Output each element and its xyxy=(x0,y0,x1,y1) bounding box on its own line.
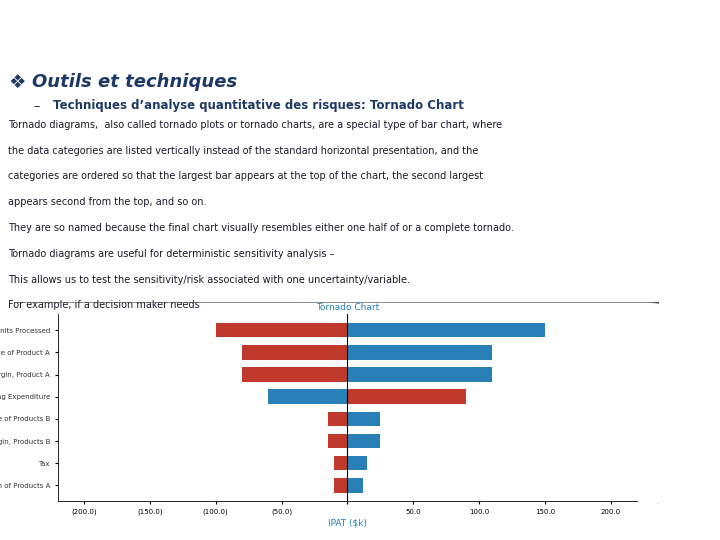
Text: This allows us to test the sensitivity/risk associated with one uncertainty/vari: This allows us to test the sensitivity/r… xyxy=(8,274,410,285)
Bar xyxy=(348,323,545,338)
Text: PLANNING: PLANNING xyxy=(690,185,696,226)
Bar xyxy=(216,323,348,338)
Text: Techniques d’analyse quantitative des risques: Tornado Chart: Techniques d’analyse quantitative des ri… xyxy=(53,98,464,112)
Bar xyxy=(348,389,466,404)
Bar xyxy=(269,389,348,404)
Text: FORMATIONPMI® / PMP®     PMBOK ® 5th edition  2013: FORMATIONPMI® / PMP® PMBOK ® 5th edition… xyxy=(14,519,249,528)
Text: CLOSING: CLOSING xyxy=(690,494,696,529)
Bar xyxy=(328,434,348,448)
Text: appears second from the top, and so on.: appears second from the top, and so on. xyxy=(8,197,207,207)
Text: Tornado diagrams are useful for deterministic sensitivity analysis –: Tornado diagrams are useful for determin… xyxy=(8,249,335,259)
Bar xyxy=(348,411,380,426)
Bar xyxy=(328,411,348,426)
Bar xyxy=(348,478,363,492)
Title: Tornado Chart: Tornado Chart xyxy=(316,303,379,312)
Text: MONITORING & CONTROLLING: MONITORING & CONTROLLING xyxy=(690,347,696,465)
Text: They are so named because the final chart visually resembles either one half of : They are so named because the final char… xyxy=(8,223,514,233)
Text: –: – xyxy=(33,100,40,113)
Text: Tornado diagrams,  also called tornado plots or tornado charts, are a special ty: Tornado diagrams, also called tornado pl… xyxy=(8,120,502,130)
Bar xyxy=(334,478,348,492)
Bar xyxy=(334,456,348,470)
Text: 11.4  Mettre en œuvre l’analyse quantitative des risques: 11.4 Mettre en œuvre l’analyse quantitat… xyxy=(50,22,627,40)
Bar xyxy=(348,345,492,360)
Text: EXECUTING: EXECUTING xyxy=(690,269,696,314)
Bar xyxy=(348,434,380,448)
Bar xyxy=(242,367,348,382)
Text: ❖: ❖ xyxy=(8,73,25,92)
Bar xyxy=(348,367,492,382)
Text: © EGILIA LEARNING  JUIN 2013    326: © EGILIA LEARNING JUIN 2013 326 xyxy=(496,519,652,528)
Bar xyxy=(242,345,348,360)
Text: Outils et techniques: Outils et techniques xyxy=(32,73,237,91)
Text: categories are ordered so that the largest bar appears at the top of the chart, : categories are ordered so that the large… xyxy=(8,171,483,181)
Text: the data categories are listed vertically instead of the standard horizontal pre: the data categories are listed verticall… xyxy=(8,146,478,156)
Bar xyxy=(348,456,367,470)
Text: INITIATING: INITIATING xyxy=(690,89,696,131)
X-axis label: IPAT ($k): IPAT ($k) xyxy=(328,518,367,527)
Text: For example, if a decision maker needs: For example, if a decision maker needs xyxy=(8,300,199,310)
